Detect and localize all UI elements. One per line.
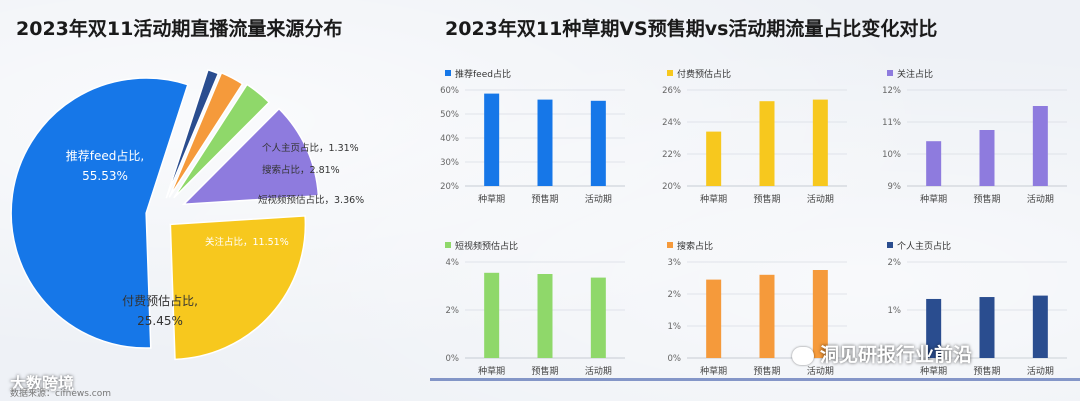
x-tick-label: 种草期 [700, 193, 727, 205]
pie-slice-value: 25.45% [137, 314, 183, 328]
x-tick-label: 活动期 [1027, 365, 1054, 377]
pie-slice [10, 77, 189, 349]
bar [484, 93, 500, 186]
bar [759, 101, 775, 186]
x-tick-label: 种草期 [700, 365, 727, 377]
bar-panel-search: 搜索占比 0% 1% 2% 3% 种草期 预售期 活动期 [652, 238, 857, 388]
bar [706, 279, 722, 358]
bar [926, 298, 942, 358]
y-tick-label: 60% [440, 86, 459, 96]
bar [812, 270, 828, 358]
pie-slice-label: 搜索占比，2.81% [262, 164, 340, 176]
y-tick-label: 20% [662, 182, 681, 192]
y-tick-label: 40% [440, 134, 459, 144]
legend-label: 付费预估占比 [677, 68, 731, 80]
y-tick-label: 9% [888, 182, 902, 192]
x-tick-label: 种草期 [478, 365, 505, 377]
bar [590, 277, 606, 358]
legend-swatch [667, 242, 673, 248]
y-tick-label: 4% [446, 258, 460, 268]
y-tick-label: 1% [888, 306, 902, 316]
x-tick-label: 预售期 [531, 193, 558, 205]
x-tick-label: 预售期 [973, 365, 1000, 377]
bar-panel-feed: 推荐feed占比 20% 30% 40% 50% 60% 种草期 预售期 活动期 [430, 66, 635, 216]
x-tick-label: 活动期 [585, 365, 612, 377]
watermark: 洞见研报行业前沿 [792, 340, 972, 367]
bar [812, 99, 828, 186]
footer-logo: 大数跨境 [10, 374, 75, 393]
pie-slice-label: 付费预估占比, [122, 293, 198, 308]
divider-bar [430, 378, 1080, 381]
pie-slice [165, 68, 220, 199]
x-tick-label: 预售期 [531, 365, 558, 377]
bar [484, 272, 500, 358]
x-tick-label: 种草期 [920, 193, 947, 205]
pie-chart: 推荐feed占比, 55.53% 付费预估占比, 25.45% 关注占比，11.51% 短… [10, 68, 364, 361]
legend-label: 短视频预估占比 [455, 240, 518, 252]
pie-slice-label: 短视频预估占比，3.36% [258, 194, 364, 206]
pie-slice-label: 个人主页占比，1.31% [262, 142, 359, 154]
bar [979, 297, 995, 358]
bar [1032, 106, 1048, 186]
y-tick-label: 12% [882, 86, 901, 96]
y-tick-label: 2% [888, 258, 902, 268]
bar-panel-paid: 付费预估占比 20% 22% 24% 26% 种草期 预售期 活动期 [652, 66, 857, 216]
pie-slice [169, 215, 307, 361]
y-tick-label: 26% [662, 86, 681, 96]
y-tick-label: 22% [662, 150, 681, 160]
y-tick-label: 11% [882, 118, 901, 128]
bar [759, 274, 775, 358]
legend-label: 个人主页占比 [897, 240, 951, 252]
legend-swatch [887, 70, 893, 76]
x-tick-label: 种草期 [478, 193, 505, 205]
bar-panel-homepage: 个人主页占比 1% 2% 种草期 预售期 活动期 [872, 238, 1077, 388]
bar [706, 131, 722, 186]
pie-slice [181, 107, 320, 206]
y-tick-label: 30% [440, 158, 459, 168]
x-tick-label: 预售期 [753, 193, 780, 205]
y-tick-label: 50% [440, 110, 459, 120]
bar-panel-shortvideo: 短视频预估占比 0% 2% 4% 种草期 预售期 活动期 [430, 238, 635, 388]
bar [1032, 295, 1048, 358]
legend-swatch [667, 70, 673, 76]
pie-slice [168, 71, 244, 198]
bar [537, 99, 553, 186]
footer-source: 数据来源：cifnews.com [10, 389, 111, 399]
y-tick-label: 1% [668, 322, 682, 332]
x-tick-label: 种草期 [920, 365, 947, 377]
bar [537, 274, 553, 358]
pie-chart-title: 2023年双11活动期直播流量来源分布 [16, 18, 343, 40]
y-tick-label: 24% [662, 118, 681, 128]
x-tick-label: 活动期 [585, 193, 612, 205]
bar [590, 100, 606, 186]
y-tick-label: 2% [668, 290, 682, 300]
y-tick-label: 20% [440, 182, 459, 192]
pie-slice-label: 推荐feed占比, [66, 148, 144, 163]
y-tick-label: 0% [446, 354, 460, 364]
pie-slice-value: 55.53% [82, 169, 128, 183]
bar-panel-follow: 关注占比 9% 10% 11% 12% 种草期 预售期 活动期 [872, 66, 1077, 216]
y-tick-label: 3% [668, 258, 682, 268]
legend-label: 推荐feed占比 [455, 68, 511, 80]
x-tick-label: 预售期 [973, 193, 1000, 205]
bar [926, 141, 942, 186]
legend-swatch [887, 242, 893, 248]
legend-swatch [445, 70, 451, 76]
pie-slice [173, 83, 271, 199]
x-tick-label: 预售期 [753, 365, 780, 377]
legend-label: 关注占比 [897, 68, 933, 80]
y-tick-label: 2% [446, 306, 460, 316]
legend-swatch [445, 242, 451, 248]
bar [979, 130, 995, 186]
x-tick-label: 活动期 [1027, 193, 1054, 205]
x-tick-label: 活动期 [807, 193, 834, 205]
watermark-text: 洞见研报行业前沿 [820, 344, 973, 366]
comparison-title: 2023年双11种草期VS预售期vs活动期流量占比变化对比 [445, 18, 938, 40]
legend-label: 搜索占比 [677, 240, 713, 252]
pie-slice-label: 关注占比，11.51% [205, 236, 289, 248]
x-tick-label: 活动期 [807, 365, 834, 377]
y-tick-label: 10% [882, 150, 901, 160]
y-tick-label: 0% [668, 354, 682, 364]
wechat-icon [792, 346, 814, 365]
